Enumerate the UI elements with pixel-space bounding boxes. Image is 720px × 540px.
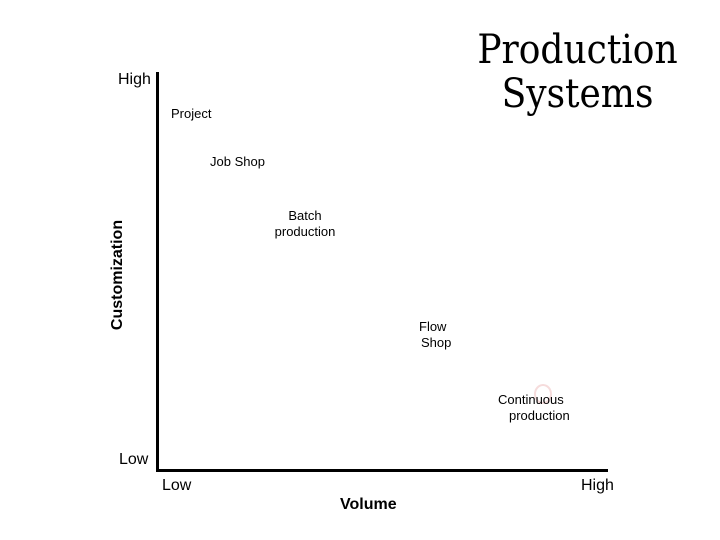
x-axis-title: Volume xyxy=(340,496,397,513)
faint-circle-marker xyxy=(534,384,552,404)
title-line-1: Production xyxy=(477,27,678,73)
system-flow-line-2: Shop xyxy=(421,335,452,350)
system-continuous-line-1: Continuous xyxy=(498,392,564,407)
x-axis-low-label: Low xyxy=(162,477,192,494)
title-line-2: Systems xyxy=(501,71,654,117)
system-flow-shop: Flow Shop xyxy=(419,319,451,351)
x-axis-high-label: High xyxy=(581,477,614,494)
system-job-shop: Job Shop xyxy=(210,154,265,170)
system-batch-production: Batch production xyxy=(271,208,339,240)
x-axis-line xyxy=(156,469,608,472)
system-job-shop-label: Job Shop xyxy=(210,154,265,169)
slide-title: Production Systems xyxy=(454,28,702,116)
y-axis-title: Customization xyxy=(109,219,126,331)
y-axis-low-label: Low xyxy=(119,451,149,468)
system-continuous-line-2: production xyxy=(509,408,570,423)
system-flow-line-1: Flow xyxy=(419,319,447,334)
system-batch-line-1: Batch xyxy=(288,208,322,223)
y-axis-line xyxy=(156,72,159,472)
system-project: Project xyxy=(171,106,211,122)
system-project-label: Project xyxy=(171,106,212,121)
y-axis-high-label: High xyxy=(118,71,151,88)
system-batch-line-2: production xyxy=(274,224,336,239)
system-continuous-production: Continuous production xyxy=(498,392,570,424)
